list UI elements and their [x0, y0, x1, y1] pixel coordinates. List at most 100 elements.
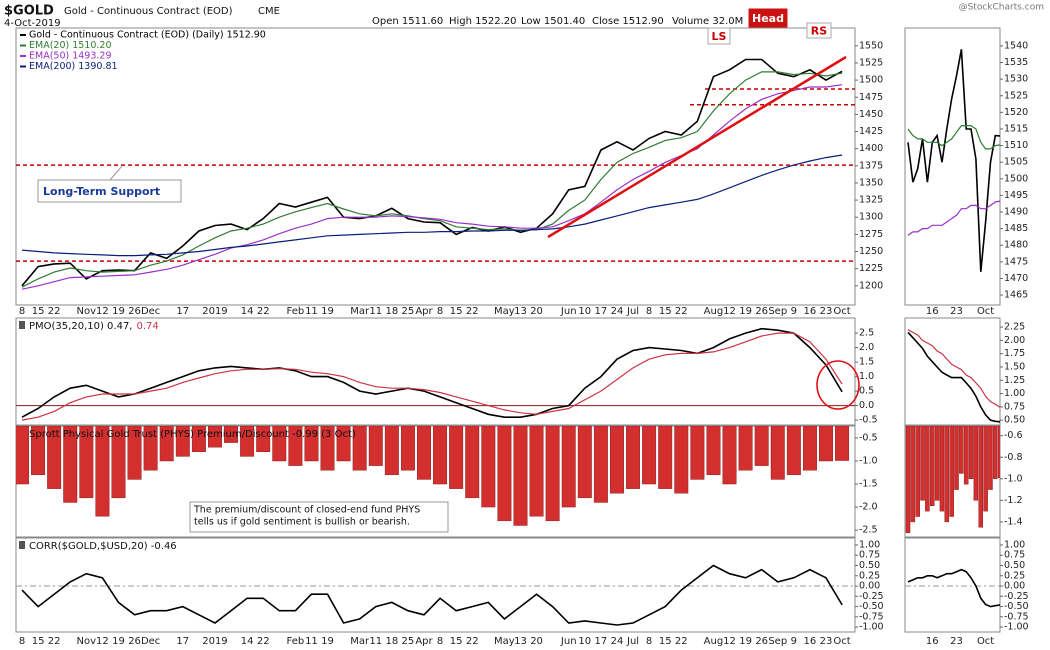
bar	[63, 426, 78, 503]
bar	[920, 426, 925, 501]
panel	[907, 49, 1000, 272]
x-tick-label: 18	[385, 306, 398, 317]
x-tick-label: 9	[791, 306, 797, 317]
bar	[993, 426, 998, 480]
y-tick-label: 1.75	[1004, 348, 1025, 359]
bar	[513, 426, 528, 526]
y-tick-label: 1515	[1004, 123, 1028, 134]
bar	[905, 426, 911, 533]
x-tick-label: 22	[466, 636, 479, 647]
y-tick-label: -0.6	[1004, 430, 1023, 441]
y-tick-label: 1300	[859, 212, 883, 223]
bar	[191, 426, 206, 452]
bar	[545, 426, 560, 522]
x-tick-label: Apr	[415, 636, 433, 647]
y-tick-label: 1485	[1004, 223, 1028, 234]
x-tick-label: 19	[321, 636, 334, 647]
x-tick-label: 26	[755, 636, 768, 647]
panel-frame	[15, 537, 856, 633]
y-tick-label: 0.5	[859, 386, 874, 397]
legend-label: EMA(50) 1493.29	[29, 51, 112, 62]
series-line	[21, 71, 843, 288]
bar	[529, 426, 544, 517]
bar	[944, 426, 950, 523]
y-tick-label: 1540	[1004, 40, 1028, 51]
x-tick-label: Dec	[141, 636, 160, 647]
x-tick-label: Sep	[768, 636, 787, 647]
quote: Volume 32.0M	[672, 16, 743, 27]
x-tick-label: Oct	[833, 306, 850, 317]
bar	[240, 426, 255, 457]
bar	[835, 426, 850, 461]
bar	[336, 426, 351, 462]
bar	[754, 426, 769, 466]
bar	[642, 426, 657, 485]
x-tick-label: 11	[369, 636, 382, 647]
x-tick-label: Sep	[768, 306, 787, 317]
y-tick-label: 1.00	[1004, 388, 1025, 399]
series-line	[21, 327, 843, 418]
quote: Close 1512.90	[592, 16, 664, 27]
bar	[481, 426, 496, 508]
x-tick-label: 20	[530, 306, 543, 317]
x-tick-label: 22	[675, 306, 688, 317]
x-tick-label: 19	[112, 636, 125, 647]
x-tick-label: 15	[659, 306, 672, 317]
panel-frame	[904, 537, 1001, 633]
bar	[968, 426, 974, 480]
annotation: Long-Term Support	[43, 185, 160, 198]
x-tick-label: 14	[241, 306, 254, 317]
y-tick-label: 1.00	[859, 539, 880, 550]
y-tick-label: 1.50	[1004, 361, 1025, 372]
quote: High 1522.20	[449, 16, 517, 27]
series-line	[907, 329, 1000, 408]
series-line	[907, 200, 1000, 236]
bar	[973, 426, 979, 501]
y-tick-label: 0.0	[859, 400, 874, 411]
x-tick-label: 13	[514, 636, 527, 647]
y-tick-label: 0.50	[1004, 415, 1025, 426]
x-tick-label: 2019	[202, 306, 227, 317]
x-tick-label: 22	[48, 636, 61, 647]
x-tick-label: Feb	[287, 306, 305, 317]
y-tick-label: 0.00	[1004, 581, 1025, 592]
x-tick-label: 16	[804, 306, 817, 317]
bar	[417, 426, 431, 480]
bar	[320, 426, 335, 471]
symbol: $GOLD	[4, 4, 54, 19]
annotation-box	[748, 8, 788, 28]
x-tick-label: 16	[926, 636, 939, 647]
y-tick-label: -1.00	[859, 622, 884, 633]
bar	[925, 426, 930, 512]
bar	[738, 426, 753, 471]
x-tick-label: 20	[530, 636, 543, 647]
bar	[593, 426, 608, 503]
y-tick-label: 1.0	[859, 371, 874, 382]
x-tick-label: Mar	[350, 306, 370, 317]
annotation: Head	[752, 12, 784, 25]
bar	[983, 426, 988, 512]
y-tick-label: -0.25	[1004, 591, 1029, 602]
support-pointer	[109, 165, 123, 181]
x-tick-label: Oct	[977, 636, 994, 647]
x-tick-label: 24	[611, 636, 624, 647]
x-tick-label: 8	[437, 636, 443, 647]
x-tick-label: 8	[19, 306, 25, 317]
x-tick-label: 22	[257, 636, 270, 647]
y-tick-label: 0.75	[859, 550, 880, 561]
legend-label: EMA(20) 1510.20	[29, 40, 112, 51]
bar	[175, 426, 190, 457]
x-tick-label: 8	[437, 306, 443, 317]
panel	[905, 568, 1000, 608]
y-tick-label: 1200	[859, 280, 883, 291]
x-tick-label: Apr	[415, 306, 433, 317]
x-tick-label: 22	[257, 306, 270, 317]
y-tick-label: -2.5	[859, 525, 878, 536]
y-tick-label: -1.2	[1004, 495, 1023, 506]
y-tick-label: 1530	[1004, 74, 1028, 85]
x-tick-label: Oct	[977, 306, 994, 317]
y-tick-label: 1510	[1004, 140, 1028, 151]
y-tick-label: 1500	[1004, 173, 1028, 184]
y-tick-label: 1505	[1004, 157, 1028, 168]
y-tick-label: 2.0	[859, 342, 874, 353]
